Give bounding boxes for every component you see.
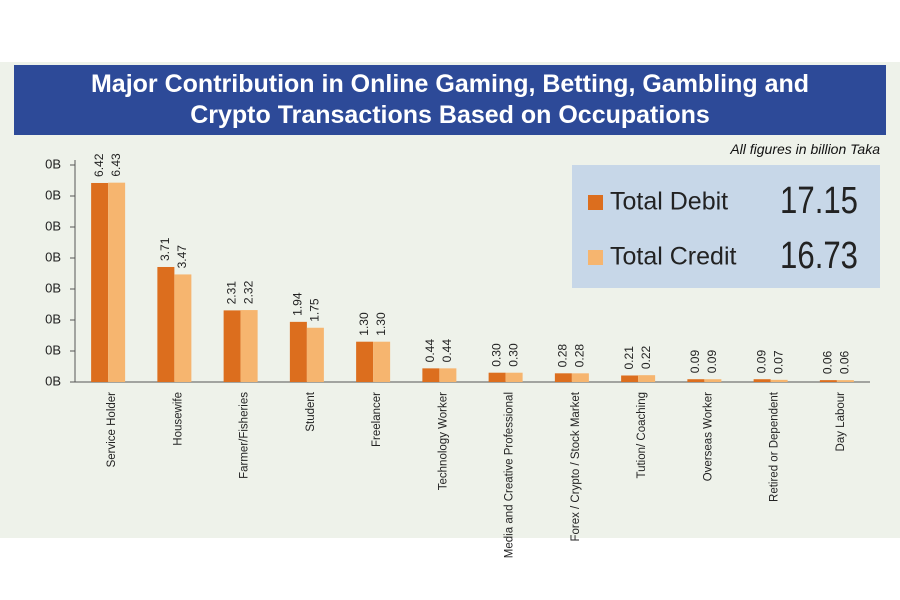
value-label: 2.32 (241, 280, 255, 304)
value-label: 1.30 (357, 312, 371, 336)
bar (704, 379, 722, 382)
y-tick-label: 0B (45, 249, 61, 264)
y-tick-label: 0B (45, 280, 61, 295)
bar (571, 373, 589, 382)
bar (306, 327, 324, 382)
bar (687, 379, 705, 382)
bar (770, 379, 788, 382)
x-tick-label: Farmer/Fisheries (239, 392, 251, 479)
bar (373, 341, 391, 382)
value-label: 3.71 (158, 237, 172, 261)
value-label: 0.30 (506, 343, 520, 367)
bar (621, 375, 639, 382)
value-label: 0.30 (489, 343, 503, 367)
value-label: 0.44 (440, 339, 454, 363)
x-tick-label: Service Holder (106, 392, 118, 468)
y-tick-label: 0B (45, 342, 61, 357)
value-label: 0.28 (556, 344, 570, 368)
legend-box (572, 165, 880, 288)
value-label: 3.47 (175, 245, 189, 269)
value-label: 1.30 (374, 312, 388, 336)
bar (174, 274, 192, 382)
bar (240, 310, 258, 382)
bar (223, 310, 241, 382)
bar (488, 372, 506, 382)
bar (554, 373, 572, 382)
bar (356, 341, 374, 382)
legend-swatch (588, 195, 603, 210)
legend-label: Total Debit (610, 188, 728, 216)
bar (638, 375, 656, 382)
legend-swatch (588, 250, 603, 265)
bar (157, 266, 175, 382)
value-label: 0.44 (423, 339, 437, 363)
value-label: 0.09 (754, 350, 768, 374)
legend-total: 16.73 (780, 235, 858, 277)
y-tick-label: 0B (45, 373, 61, 388)
x-tick-label: Housewife (172, 392, 184, 446)
x-tick-label: Tution/ Coaching (636, 392, 648, 479)
x-tick-label: Forex / Crypto / Stock Market (570, 391, 582, 541)
x-tick-label: Day Labour (835, 392, 847, 452)
value-label: 2.31 (224, 281, 238, 305)
value-label: 0.21 (622, 346, 636, 370)
y-tick-label: 0B (45, 311, 61, 326)
bar (505, 372, 523, 382)
value-label: 0.06 (838, 350, 852, 374)
value-label: 0.22 (639, 345, 653, 369)
bar (108, 182, 126, 382)
bar (819, 380, 837, 382)
x-tick-label: Media and Creative Professional (504, 392, 516, 558)
chart-subtitle: All figures in billion Taka (730, 141, 880, 157)
x-tick-label: Overseas Worker (702, 392, 714, 481)
y-tick-label: 0B (45, 156, 61, 171)
y-tick-label: 0B (45, 218, 61, 233)
legend-label: Total Credit (610, 243, 736, 271)
bar (289, 321, 307, 382)
x-tick-label: Retired or Dependent (769, 391, 781, 502)
value-label: 0.09 (688, 350, 702, 374)
value-label: 0.07 (771, 350, 785, 374)
x-tick-label: Student (305, 391, 317, 431)
value-label: 6.42 (92, 153, 106, 177)
x-tick-label: Freelancer (371, 392, 383, 447)
bar (91, 182, 109, 382)
bar (422, 368, 440, 382)
bar (439, 368, 457, 382)
chart-title: Major Contribution in Online Gaming, Bet… (14, 65, 886, 135)
value-label: 1.94 (291, 292, 305, 316)
legend-total: 17.15 (780, 180, 858, 222)
y-tick-label: 0B (45, 187, 61, 202)
value-label: 0.06 (821, 350, 835, 374)
x-tick-label: Technology Worker (437, 392, 449, 490)
value-label: 0.09 (705, 350, 719, 374)
background-panel (0, 62, 900, 538)
value-label: 0.28 (573, 344, 587, 368)
value-label: 1.75 (308, 298, 322, 322)
bar (836, 380, 854, 382)
value-label: 6.43 (109, 153, 123, 177)
bar (753, 379, 771, 382)
